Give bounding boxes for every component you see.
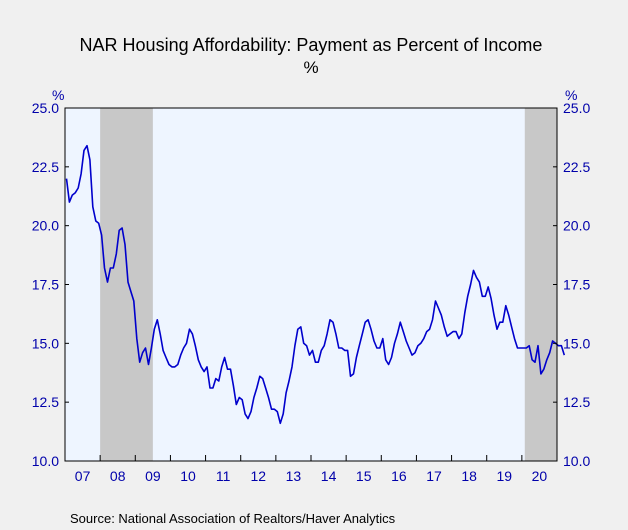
- left-axis-unit: %: [52, 87, 64, 103]
- x-tick-label: 13: [286, 468, 302, 484]
- y-tick-label-left: 15.0: [32, 335, 59, 351]
- x-tick-label: 12: [250, 468, 266, 484]
- x-tick-label: 09: [145, 468, 161, 484]
- x-tick-label: 10: [180, 468, 196, 484]
- x-tick-label: 07: [75, 468, 91, 484]
- y-tick-label-right: 15.0: [563, 335, 590, 351]
- y-tick-label-left: 10.0: [32, 453, 59, 469]
- y-tick-label-right: 25.0: [563, 100, 590, 116]
- right-axis-unit: %: [565, 87, 577, 103]
- x-tick-label: 16: [391, 468, 407, 484]
- x-tick-label: 14: [321, 468, 337, 484]
- chart-title: NAR Housing Affordability: Payment as Pe…: [80, 35, 543, 55]
- series-line: [65, 144, 566, 425]
- x-tick-label: 19: [496, 468, 512, 484]
- x-tick-label: 17: [426, 468, 442, 484]
- y-tick-label-left: 25.0: [32, 100, 59, 116]
- recession-shade: [100, 108, 153, 461]
- y-tick-label-left: 17.5: [32, 277, 59, 293]
- y-tick-label-right: 10.0: [563, 453, 590, 469]
- y-tick-label-right: 22.5: [563, 159, 590, 175]
- x-tick-label: 15: [356, 468, 372, 484]
- y-tick-label-left: 12.5: [32, 394, 59, 410]
- plot-area: 10.0 10.0 12.5 12.5 15.0 15.0 17.5 17.5 20.0 20.0…: [32, 100, 591, 484]
- y-tick-label-right: 12.5: [563, 394, 590, 410]
- recession-shade: [524, 108, 557, 461]
- x-tick-label: 08: [110, 468, 126, 484]
- y-tick-label-right: 17.5: [563, 277, 590, 293]
- x-tick-label: 20: [532, 468, 548, 484]
- chart-subtitle: %: [303, 58, 318, 77]
- y-tick-label-right: 20.0: [563, 218, 590, 234]
- source-note: Source: National Association of Realtors…: [70, 511, 396, 526]
- y-tick-label-left: 20.0: [32, 218, 59, 234]
- x-tick-label: 11: [216, 468, 231, 484]
- x-tick-label: 18: [461, 468, 477, 484]
- y-tick-label-left: 22.5: [32, 159, 59, 175]
